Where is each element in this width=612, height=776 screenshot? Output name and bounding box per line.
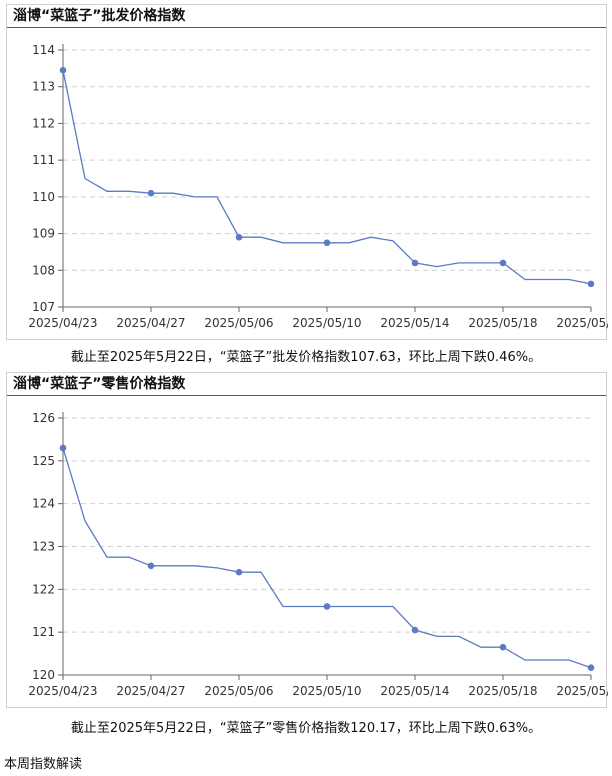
y-tick-label: 122 — [32, 582, 55, 596]
y-tick-label: 126 — [32, 411, 55, 425]
wholesale-summary-caption: 截止至2025年5月22日，“菜篮子”批发价格指数107.63，环比上周下跌0.… — [70, 350, 542, 365]
x-tick-label: 2025/04/27 — [116, 316, 185, 330]
series-line — [62, 70, 592, 285]
x-tick-label: 2025/05/14 — [380, 316, 449, 330]
y-tick-label: 121 — [32, 625, 55, 639]
wholesale-line-chart: 107 108 109 110 111 112 113 114 2025/04/23 2025/0… — [28, 43, 608, 330]
data-point — [147, 562, 155, 570]
y-tick-label: 124 — [32, 497, 55, 511]
x-tick-label: 2025/05/06 — [204, 316, 273, 330]
data-point — [411, 259, 419, 267]
data-point — [235, 568, 243, 576]
x-tick-label: 2025/05/10 — [292, 316, 361, 330]
y-tick-label: 109 — [32, 227, 55, 241]
retail-line-chart: 120 121 122 123 124 125 126 2025/04/23 2025/04/2… — [28, 411, 608, 698]
retail-index-panel: 淄博“菜篮子”零售价格指数 120 121 122 123 124 125 126 2025/… — [6, 372, 608, 708]
data-point — [323, 239, 331, 247]
y-tick-label: 114 — [32, 43, 55, 57]
retail-summary-caption: 截止至2025年5月22日，“菜篮子”零售价格指数120.17，环比上周下跌0.… — [70, 721, 542, 736]
data-point — [411, 626, 419, 634]
y-tick-label: 120 — [32, 668, 55, 682]
chart-title: 淄博“菜篮子”零售价格指数 — [13, 376, 186, 392]
y-tick-label: 108 — [32, 263, 55, 277]
series-line — [62, 447, 592, 669]
x-tick-label: 2025/04/23 — [28, 316, 97, 330]
x-tick-label: 2025/05/22 — [556, 684, 608, 698]
data-point — [499, 643, 507, 651]
y-tick-label: 107 — [32, 300, 55, 314]
x-tick-label: 2025/05/14 — [380, 684, 449, 698]
y-tick-label: 111 — [32, 153, 55, 167]
title-divider — [7, 27, 606, 28]
data-point — [59, 444, 67, 452]
data-point — [147, 189, 155, 197]
data-point — [587, 280, 595, 288]
x-tick-label: 2025/05/10 — [292, 684, 361, 698]
title-divider — [7, 395, 606, 396]
y-tick-label: 125 — [32, 454, 55, 468]
wholesale-index-panel: 淄博“菜篮子”批发价格指数 107 108 109 110 111 112 113 114 20… — [6, 4, 608, 340]
x-tick-label: 2025/05/18 — [468, 684, 537, 698]
y-tick-label: 112 — [32, 116, 55, 130]
data-point — [235, 233, 243, 241]
chart-title: 淄博“菜篮子”批发价格指数 — [13, 8, 186, 24]
data-point — [59, 66, 67, 74]
x-tick-label: 2025/05/06 — [204, 684, 273, 698]
weekly-index-interpretation-heading: 本周指数解读 — [4, 757, 83, 772]
y-tick-label: 113 — [32, 80, 55, 94]
y-tick-label: 123 — [32, 540, 55, 554]
data-point — [587, 664, 595, 672]
x-tick-label: 2025/05/22 — [556, 316, 608, 330]
data-point — [323, 603, 331, 610]
data-point — [499, 259, 507, 267]
x-tick-label: 2025/05/18 — [468, 316, 537, 330]
x-tick-label: 2025/04/23 — [28, 684, 97, 698]
y-tick-label: 110 — [32, 190, 55, 204]
x-tick-label: 2025/04/27 — [116, 684, 185, 698]
